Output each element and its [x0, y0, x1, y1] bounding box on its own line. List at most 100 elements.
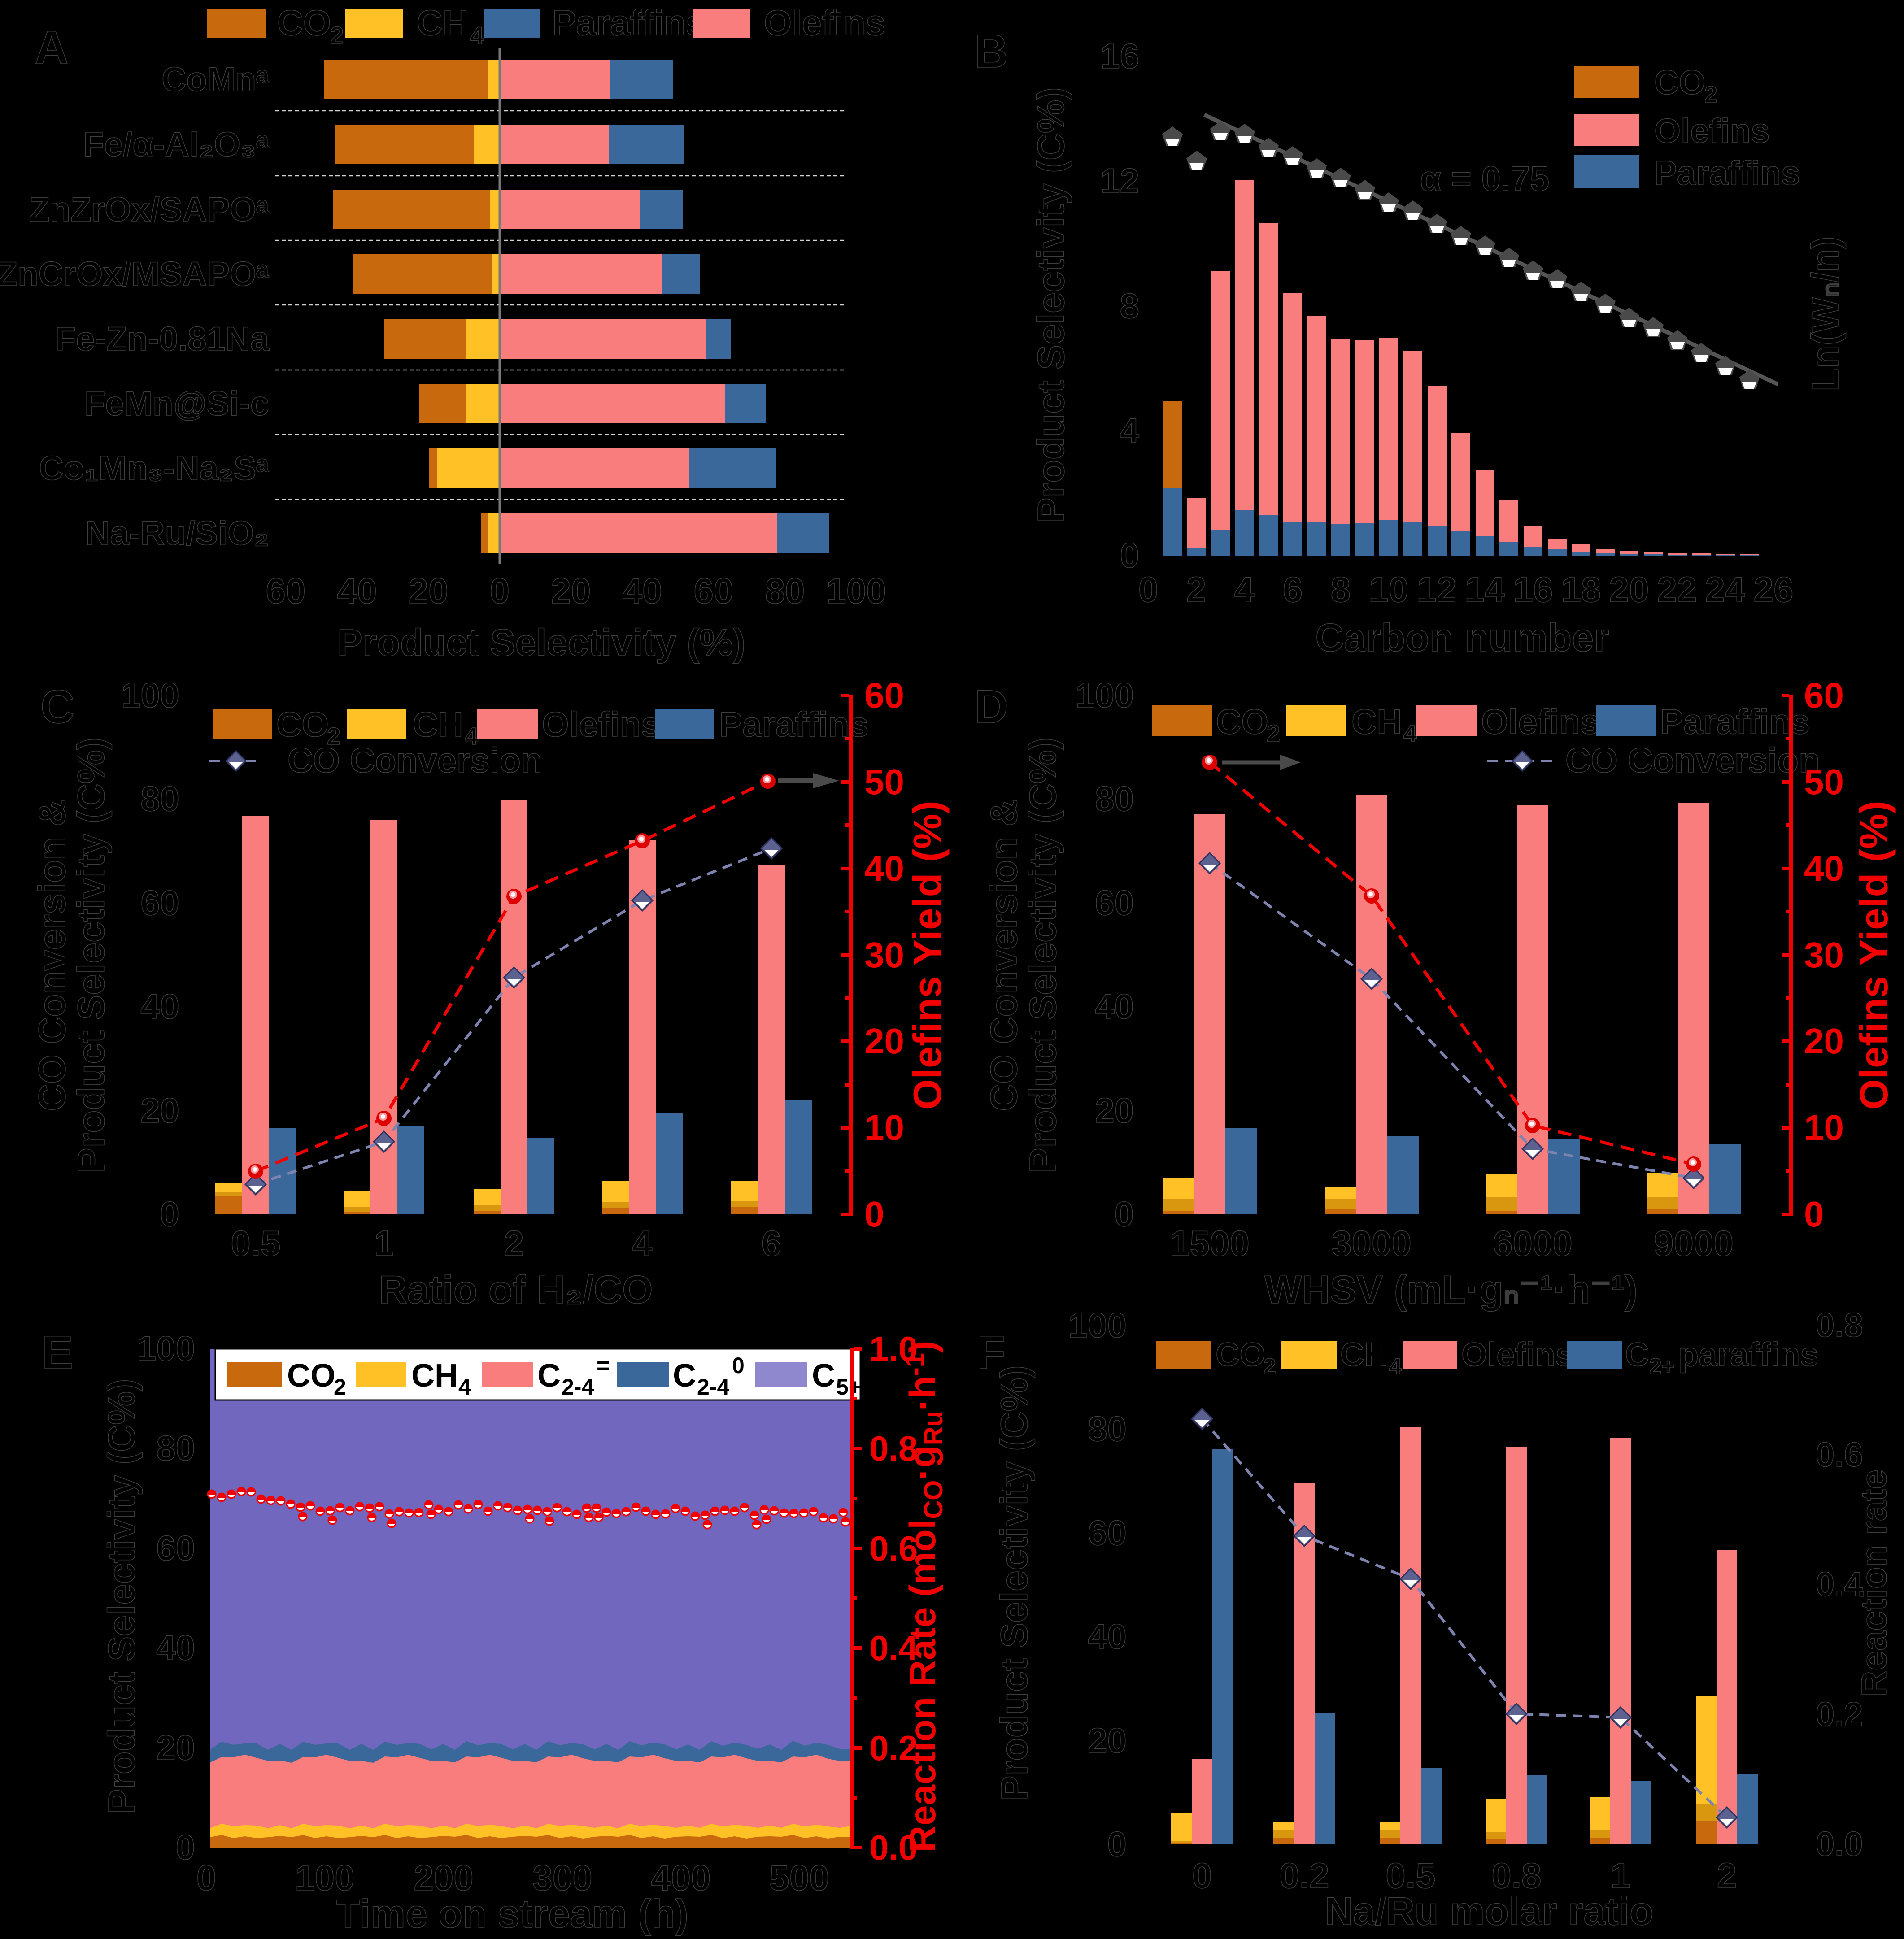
svg-text:80: 80 — [765, 571, 805, 611]
svg-text:0: 0 — [1120, 535, 1139, 575]
svg-text:2: 2 — [330, 22, 344, 49]
svg-text:CH: CH — [413, 704, 463, 744]
svg-text:2-4: 2-4 — [562, 1374, 594, 1400]
svg-text:500: 500 — [769, 1858, 829, 1898]
svg-text:60: 60 — [140, 883, 179, 922]
svg-text:100: 100 — [137, 1329, 195, 1368]
svg-text:Olefins: Olefins — [1654, 112, 1770, 150]
svg-text:18: 18 — [1561, 570, 1601, 609]
svg-text:Fe/α-Al₂O₃ᵃ: Fe/α-Al₂O₃ᵃ — [83, 126, 269, 164]
svg-text:2+: 2+ — [1649, 1354, 1675, 1379]
svg-text:WHSV (mL·gₙ⁻¹·h⁻¹): WHSV (mL·gₙ⁻¹·h⁻¹) — [1264, 1267, 1638, 1312]
svg-text:Olefins: Olefins — [542, 704, 660, 744]
svg-text:20: 20 — [156, 1728, 195, 1767]
svg-text:20: 20 — [1804, 1021, 1844, 1061]
svg-text:20: 20 — [864, 1021, 904, 1061]
svg-text:Reaction rate: Reaction rate — [1854, 1469, 1894, 1697]
svg-text:Paraffins: Paraffins — [719, 704, 869, 744]
svg-text:2: 2 — [334, 1374, 346, 1400]
svg-text:2: 2 — [1704, 82, 1717, 108]
svg-text:40: 40 — [140, 987, 179, 1026]
svg-text:100: 100 — [295, 1858, 354, 1898]
svg-text:60: 60 — [1804, 675, 1844, 715]
svg-text:40: 40 — [1088, 1617, 1127, 1656]
svg-text:0: 0 — [160, 1194, 179, 1234]
svg-text:80: 80 — [1088, 1409, 1127, 1448]
svg-text:Product Selectivity (C%): Product Selectivity (C%) — [993, 1365, 1035, 1801]
svg-text:100: 100 — [121, 675, 179, 715]
svg-text:Olefins Yield (%): Olefins Yield (%) — [905, 800, 950, 1109]
svg-text:0: 0 — [1115, 1194, 1134, 1234]
svg-text:=: = — [597, 1353, 610, 1378]
svg-text:Time on stream (h): Time on stream (h) — [336, 1891, 688, 1936]
svg-text:400: 400 — [651, 1858, 710, 1898]
svg-text:0.0: 0.0 — [1816, 1825, 1863, 1863]
svg-text:4: 4 — [1389, 1354, 1402, 1379]
svg-text:16: 16 — [1100, 36, 1139, 76]
svg-text:4: 4 — [458, 1374, 471, 1400]
svg-text:40: 40 — [337, 571, 377, 611]
svg-text:CO: CO — [276, 704, 329, 744]
svg-text:Product Selectivity (C%): Product Selectivity (C%) — [1022, 738, 1064, 1173]
svg-text:80: 80 — [1095, 779, 1134, 818]
svg-text:30: 30 — [864, 935, 904, 975]
svg-text:20: 20 — [140, 1091, 179, 1130]
svg-text:0: 0 — [1192, 1856, 1212, 1896]
svg-text:0: 0 — [176, 1827, 195, 1867]
svg-text:Ratio of H₂/CO: Ratio of H₂/CO — [379, 1267, 653, 1312]
svg-text:1.0: 1.0 — [869, 1329, 918, 1369]
svg-text:10: 10 — [1804, 1108, 1844, 1148]
svg-text:80: 80 — [140, 779, 179, 818]
svg-text:Product Selectivity (C%): Product Selectivity (C%) — [100, 1379, 143, 1814]
svg-text:ZnCrOx/MSAPOᵃ: ZnCrOx/MSAPOᵃ — [0, 255, 269, 293]
svg-text:60: 60 — [694, 571, 734, 611]
svg-text:200: 200 — [414, 1858, 473, 1898]
svg-text:0.0: 0.0 — [869, 1828, 918, 1867]
svg-text:20: 20 — [551, 571, 591, 611]
svg-text:40: 40 — [1095, 987, 1134, 1026]
svg-text:8: 8 — [1120, 286, 1139, 326]
svg-text:Reaction Rate (molCO·gRu·h-1): Reaction Rate (molCO·gRu·h-1) — [900, 1341, 948, 1852]
svg-text:Ln(Wₙ/n): Ln(Wₙ/n) — [1804, 236, 1846, 391]
svg-text:30: 30 — [1804, 935, 1844, 975]
svg-text:50: 50 — [864, 762, 904, 802]
svg-text:1: 1 — [374, 1223, 394, 1263]
svg-text:26: 26 — [1754, 570, 1794, 609]
svg-text:22: 22 — [1657, 570, 1697, 609]
svg-text:Paraffins: Paraffins — [1654, 154, 1800, 192]
svg-text:12: 12 — [1417, 570, 1457, 609]
svg-text:4: 4 — [1234, 570, 1255, 609]
svg-text:60: 60 — [1095, 883, 1134, 922]
svg-text:CH: CH — [1351, 702, 1402, 741]
svg-text:100: 100 — [826, 571, 886, 611]
svg-text:E: E — [42, 1326, 73, 1379]
svg-text:50: 50 — [1804, 762, 1844, 802]
svg-text:0: 0 — [864, 1194, 884, 1234]
svg-text:Na-Ru/SiO₂: Na-Ru/SiO₂ — [85, 514, 269, 552]
svg-text:10: 10 — [864, 1108, 904, 1148]
svg-text:24: 24 — [1705, 570, 1745, 609]
svg-text:F: F — [977, 1326, 1006, 1379]
svg-text:0: 0 — [1107, 1824, 1127, 1864]
svg-text:CO: CO — [1216, 1336, 1265, 1373]
svg-text:8: 8 — [1331, 570, 1351, 609]
svg-text:5+: 5+ — [836, 1374, 862, 1400]
svg-text:C: C — [673, 1358, 696, 1394]
svg-text:10: 10 — [1369, 570, 1409, 609]
svg-text:0.8: 0.8 — [1491, 1856, 1541, 1896]
svg-text:CH: CH — [411, 1358, 458, 1394]
svg-text:0: 0 — [196, 1858, 217, 1898]
svg-text:4: 4 — [632, 1223, 653, 1263]
svg-text:12: 12 — [1100, 161, 1139, 200]
svg-text:Olefins Yield (%): Olefins Yield (%) — [1852, 800, 1896, 1109]
svg-text:20: 20 — [409, 571, 449, 611]
svg-text:CoMnᵃ: CoMnᵃ — [161, 61, 269, 99]
svg-text:0.5: 0.5 — [231, 1223, 280, 1263]
svg-text:80: 80 — [156, 1428, 195, 1468]
svg-text:CO: CO — [277, 3, 331, 43]
svg-text:2-4: 2-4 — [697, 1374, 729, 1400]
svg-text:Carbon number: Carbon number — [1315, 615, 1609, 660]
svg-text:ZnZrOx/SAPOᵃ: ZnZrOx/SAPOᵃ — [29, 191, 270, 229]
svg-text:C: C — [1625, 1336, 1649, 1373]
svg-text:4: 4 — [465, 723, 478, 750]
